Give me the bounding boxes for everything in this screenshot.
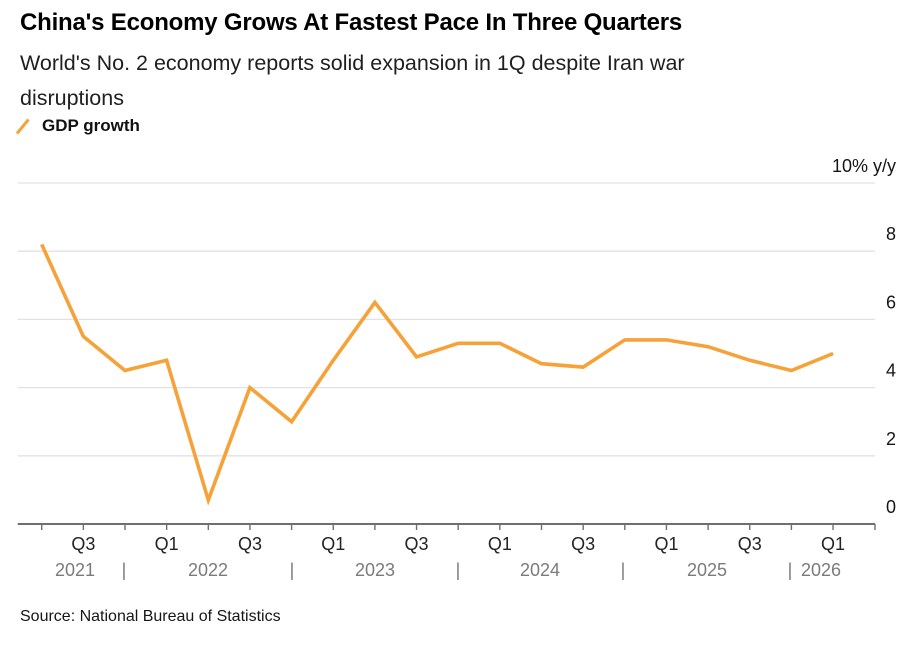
quarter-label: Q3	[571, 534, 595, 554]
legend-slash-icon	[15, 118, 30, 134]
year-separator: |	[788, 560, 793, 580]
legend-item-label: GDP growth	[42, 116, 140, 135]
year-label-2025: 2025	[687, 560, 727, 580]
year-separator: |	[122, 560, 127, 580]
legend: GDP growth	[15, 114, 140, 138]
y-axis-label-8: 8	[886, 224, 896, 244]
subtitle-line-1: World's No. 2 economy reports solid expa…	[20, 51, 685, 75]
quarter-label: Q3	[238, 534, 262, 554]
y-axis-label-0: 0	[886, 497, 896, 517]
quarter-label: Q3	[738, 534, 762, 554]
chart-header: China's Economy Grows At Fastest Pace In…	[20, 8, 883, 116]
source-note: Source: National Bureau of Statistics	[20, 608, 281, 625]
y-axis-label-4: 4	[886, 361, 896, 381]
quarter-label: Q1	[654, 534, 678, 554]
year-label-2023: 2023	[355, 560, 395, 580]
year-separator: |	[621, 560, 626, 580]
quarter-label: Q1	[488, 534, 512, 554]
page-title: China's Economy Grows At Fastest Pace In…	[20, 9, 683, 36]
y-axis-label-2: 2	[886, 429, 896, 449]
year-label-2024: 2024	[520, 560, 560, 580]
year-label-2022: 2022	[188, 560, 228, 580]
y-axis-unit-label: 10% y/y	[832, 156, 896, 176]
chart-subtitle: World's No. 2 economy reports solid expa…	[20, 46, 883, 116]
quarter-label: Q1	[155, 534, 179, 554]
year-separator: |	[290, 560, 295, 580]
quarter-label: Q3	[71, 534, 95, 554]
quarter-label: Q1	[821, 534, 845, 554]
year-label-2026: 2026	[801, 560, 841, 580]
gdp-line-chart: 0 2 4 6 8 10% y/y Q3 Q1 Q3 Q1 Q3 Q1 Q3 Q1 Q3 Q1 2021 2022…	[17, 156, 896, 580]
year-separator: |	[456, 560, 461, 580]
quarter-label: Q1	[321, 534, 345, 554]
subtitle-line-2: disruptions	[20, 86, 124, 110]
y-axis-label-6: 6	[886, 292, 896, 312]
year-label-2021: 2021	[55, 560, 95, 580]
gdp-line	[40, 243, 834, 506]
quarter-label: Q3	[405, 534, 429, 554]
